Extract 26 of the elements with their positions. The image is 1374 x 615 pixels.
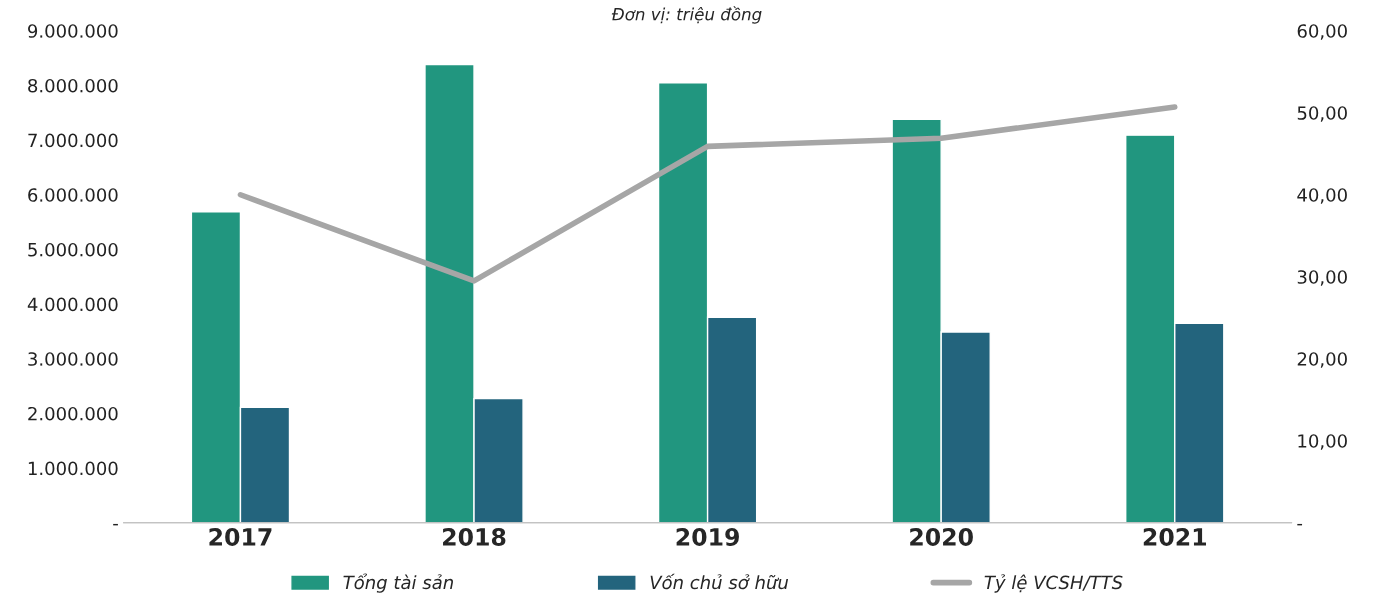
y-tick-label: 4.000.000: [27, 297, 118, 312]
y-tick-label: 6.000.000: [28, 188, 118, 202]
y2-tick-label: 10,00: [1298, 434, 1347, 450]
y2-tick-label: 30,00: [1297, 270, 1347, 286]
y-tick-label: 2.000.000: [28, 406, 118, 421]
y-tick-label: 1.000.000: [28, 461, 118, 476]
legend-label: Tổng tài sản: [343, 573, 453, 593]
x-tick-label: 2021: [1143, 528, 1206, 546]
chart-subtitle: Đơn vị: triệu đồng: [611, 6, 762, 24]
y-tick-label: 8.000.000: [28, 78, 118, 93]
y2-tick-label: 50,00: [1297, 106, 1347, 122]
legend-label: Vốn chủ sở hữu: [650, 573, 789, 590]
y-tick-label: 9.000.000: [28, 24, 118, 38]
y2-tick-label: -: [1297, 523, 1303, 526]
x-tick-label: 2020: [910, 528, 973, 546]
x-tick-label: 2017: [209, 528, 272, 546]
x-tick-label: 2018: [443, 528, 506, 546]
legend-label: Tỷ lệ VCSH/TTS: [984, 574, 1123, 593]
x-tick-label: 2019: [676, 528, 739, 546]
y-tick-label: 7.000.000: [28, 133, 118, 148]
y-tick-label: 3.000.000: [28, 352, 118, 366]
y-tick-label: -: [113, 523, 118, 526]
y2-tick-label: 40,00: [1297, 188, 1347, 204]
y-tick-label: 5.000.000: [28, 242, 118, 257]
y2-tick-label: 20,00: [1297, 352, 1347, 368]
y2-tick-label: 60,00: [1297, 24, 1347, 40]
